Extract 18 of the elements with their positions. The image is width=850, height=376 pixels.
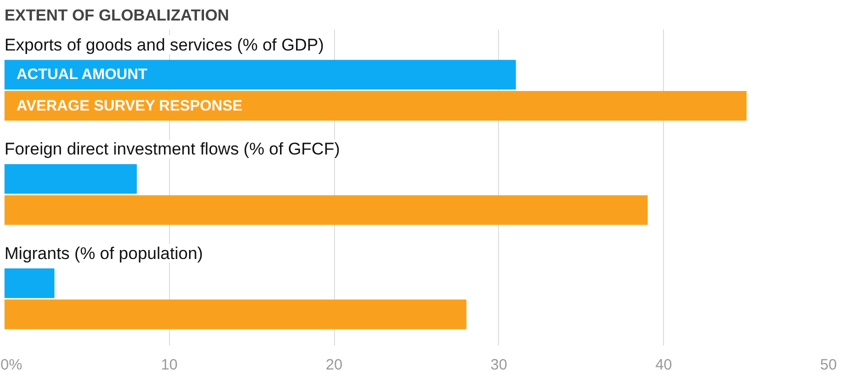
bar (4, 300, 466, 330)
bar (4, 60, 516, 90)
bar (4, 268, 54, 298)
bar (4, 164, 137, 194)
x-tick-label: 20 (326, 356, 342, 374)
x-tick-label: 40 (655, 356, 672, 374)
chart-title: EXTENT OF GLOBALIZATION (4, 8, 230, 24)
x-tick-label: 0% (0, 356, 22, 374)
y-tick-label: Migrants (% of population) (4, 244, 203, 263)
bar (4, 90, 747, 121)
x-tick-label: 10 (160, 356, 178, 374)
x-tick-label: 30 (490, 356, 508, 374)
series-label: ACTUAL AMOUNT (16, 66, 148, 84)
series-label: AVERAGE SURVEY RESPONSE (16, 97, 242, 114)
bar (4, 195, 648, 225)
x-tick-label: 50 (820, 356, 837, 374)
y-tick-label: Exports of goods and services (% of GDP) (4, 35, 324, 54)
y-tick-label: Foreign direct investment flows (% of GFCF) (4, 140, 340, 159)
